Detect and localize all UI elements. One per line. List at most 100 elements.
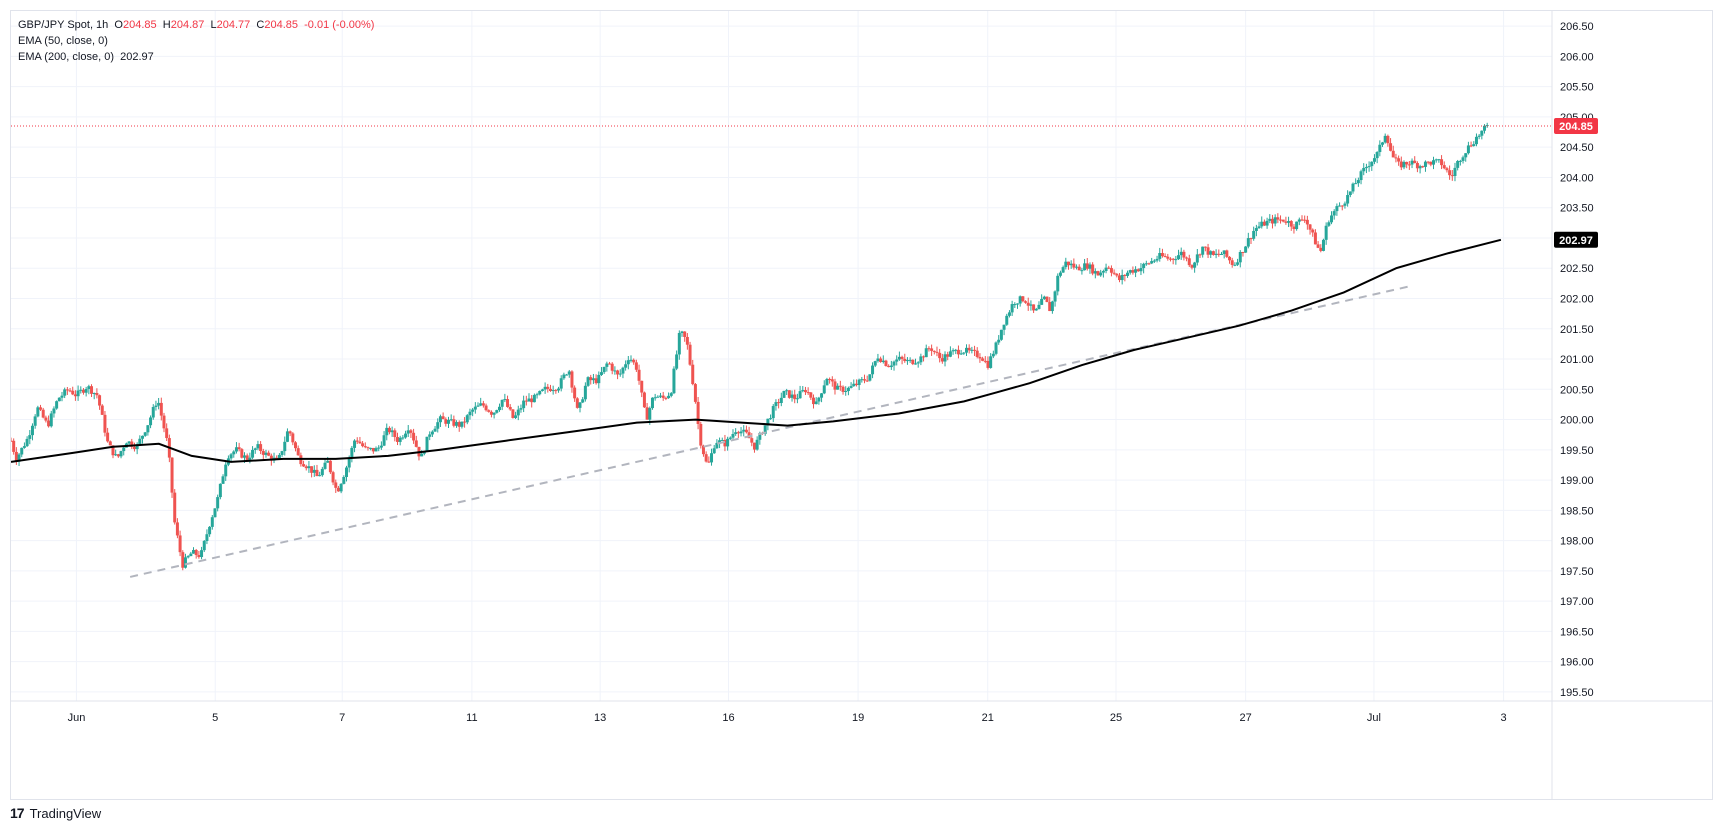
candle-body [608, 363, 612, 365]
candle-body [323, 462, 327, 469]
candle-body [296, 448, 300, 456]
candle-body [186, 556, 190, 558]
candle-body [30, 425, 34, 436]
candle-body [653, 397, 657, 399]
candle-body [613, 370, 617, 372]
candle-body [1477, 135, 1481, 137]
candle-body [208, 526, 212, 535]
candle-body [680, 331, 684, 333]
candle-body [1209, 251, 1213, 255]
candle-body [366, 447, 370, 449]
y-tick-label: 205.50 [1560, 82, 1594, 94]
candle-body [159, 402, 163, 416]
candle-body [978, 356, 982, 359]
candle-body [232, 451, 236, 455]
candle-body [659, 395, 663, 397]
candle-body [914, 363, 918, 365]
candle-body [1217, 253, 1221, 255]
candle-body [586, 377, 590, 386]
candle-body [930, 348, 934, 351]
candle-body [1244, 246, 1248, 253]
candle-body [1456, 161, 1460, 168]
candle-body [642, 392, 646, 408]
x-tick-label: 27 [1240, 712, 1252, 724]
candle-body [1158, 253, 1162, 259]
symbol-label: GBP/JPY Spot, 1h [18, 19, 109, 31]
close-value: 204.85 [264, 19, 299, 31]
candle-body [1037, 304, 1041, 309]
legend-ema200-row[interactable]: EMA (200, close, 0) 202.97 [18, 49, 374, 65]
candle-body [1109, 268, 1113, 273]
chart-frame[interactable]: 195.50 196.00 196.50 197.00 197.50 198.00 198.… [10, 10, 1713, 800]
candle-body [1348, 191, 1352, 196]
candle-body [455, 422, 459, 426]
candle-body [964, 347, 968, 353]
candle-body [1311, 229, 1315, 233]
candle-body [1203, 246, 1207, 248]
candle-body [463, 421, 467, 423]
candle-body [645, 407, 649, 420]
candle-body [624, 364, 628, 368]
candle-body [1437, 159, 1441, 161]
candle-body [763, 425, 767, 435]
candle-body [742, 429, 746, 432]
candle-body [460, 421, 464, 427]
candle-body [135, 444, 139, 450]
candle-body [1440, 159, 1444, 166]
candle-body [1034, 308, 1038, 311]
candle-body [374, 448, 378, 452]
candle-body [656, 396, 660, 398]
candle-body [887, 365, 891, 368]
candle-body [84, 389, 88, 393]
candle-body [1058, 272, 1062, 276]
candle-body [251, 449, 255, 458]
candle-body [336, 487, 340, 492]
candle-body [436, 422, 440, 429]
candle-body [1356, 180, 1360, 184]
candlestick-chart[interactable]: 195.50 196.00 196.50 197.00 197.50 198.00 198.… [11, 11, 1712, 799]
candle-body [1332, 211, 1336, 216]
candle-body [103, 414, 107, 433]
candle-body [63, 389, 67, 396]
candle-body [1238, 252, 1242, 263]
candle-body [1225, 250, 1229, 257]
candle-body [1219, 254, 1223, 256]
candle-body [774, 402, 778, 407]
candle-body [57, 397, 61, 402]
candle-body [854, 383, 858, 386]
candle-body [758, 432, 762, 440]
candle-body [970, 349, 974, 351]
y-tick-label: 202.50 [1560, 263, 1594, 275]
y-tick-label: 201.50 [1560, 324, 1594, 336]
candle-body [1295, 221, 1299, 230]
candle-body [616, 370, 620, 375]
candle-body [1265, 220, 1269, 226]
candle-body [92, 392, 96, 394]
candle-body [210, 517, 214, 527]
candle-body [524, 400, 528, 402]
candle-body [1305, 219, 1309, 225]
candle-body [457, 422, 461, 427]
candle-body [876, 358, 880, 362]
candle-body [1083, 263, 1087, 271]
candle-body [863, 379, 867, 381]
candle-body [146, 425, 150, 433]
candle-body [1303, 219, 1307, 221]
legend-ema50-row[interactable]: EMA (50, close, 0) [18, 33, 374, 49]
candle-body [1292, 226, 1296, 230]
candle-body [589, 377, 593, 381]
candle-body [771, 406, 775, 419]
candle-body [1472, 144, 1476, 146]
candle-body [683, 331, 687, 337]
candle-body [927, 348, 931, 350]
candle-body [868, 374, 872, 381]
y-tick-label: 202.00 [1560, 294, 1594, 306]
candle-body [452, 419, 456, 426]
candle-body [1418, 166, 1422, 169]
candle-body [1448, 170, 1452, 176]
candle-body [1193, 262, 1197, 268]
tradingview-brand[interactable]: 17 TradingView [10, 805, 101, 821]
brand-name: TradingView [29, 805, 102, 821]
candle-body [1187, 258, 1191, 266]
candle-body [484, 405, 488, 411]
